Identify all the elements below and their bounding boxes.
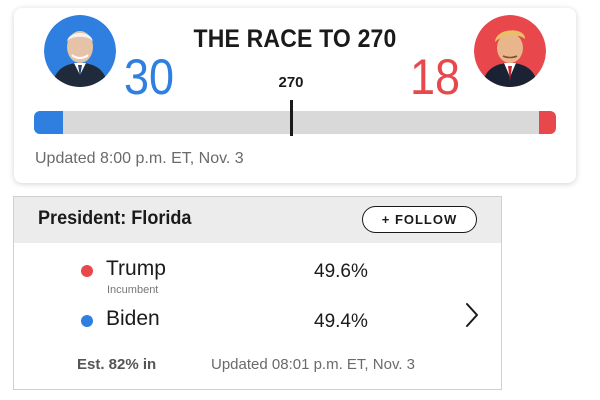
candidate-percent: 49.6% [314, 261, 368, 282]
state-title: President: Florida [38, 208, 192, 229]
state-card-header: President: Florida + FOLLOW [14, 197, 501, 243]
candidate-portrait-icon [474, 15, 546, 87]
trump-avatar [474, 15, 546, 87]
candidate-name: Biden [106, 307, 160, 330]
candidate-color-dot [81, 265, 93, 277]
threshold-marker [290, 100, 293, 136]
candidate-incumbent-label: Incumbent [107, 284, 159, 296]
trump-progress-fill [538, 111, 556, 134]
biden-electoral-count: 30 [124, 49, 175, 105]
threshold-label: 270 [278, 74, 304, 91]
race-to-270-card: THE RACE TO 270 30 18 270 Updated 8:00 p… [14, 8, 576, 183]
candidate-portrait-icon [44, 15, 116, 87]
trump-electoral-count: 18 [410, 49, 461, 105]
state-result-card[interactable]: President: Florida + FOLLOW Trump Incumb… [13, 196, 502, 390]
biden-progress-fill [34, 111, 64, 134]
candidate-percent: 49.4% [314, 311, 368, 332]
chevron-right-icon[interactable] [462, 301, 482, 329]
candidate-color-dot [81, 315, 93, 327]
race-updated-time: Updated 8:00 p.m. ET, Nov. 3 [35, 150, 244, 167]
follow-button[interactable]: + FOLLOW [362, 206, 477, 233]
race-title: THE RACE TO 270 [193, 25, 397, 53]
candidate-row-trump: Trump Incumbent 49.6% [14, 257, 501, 301]
state-updated-time: Updated 08:01 p.m. ET, Nov. 3 [211, 356, 416, 373]
candidate-name: Trump [106, 257, 166, 280]
electoral-progress-bar [34, 111, 556, 134]
candidate-row-biden: Biden 49.4% [14, 307, 501, 351]
estimate-reporting: Est. 82% in [77, 356, 157, 373]
biden-avatar [44, 15, 116, 87]
